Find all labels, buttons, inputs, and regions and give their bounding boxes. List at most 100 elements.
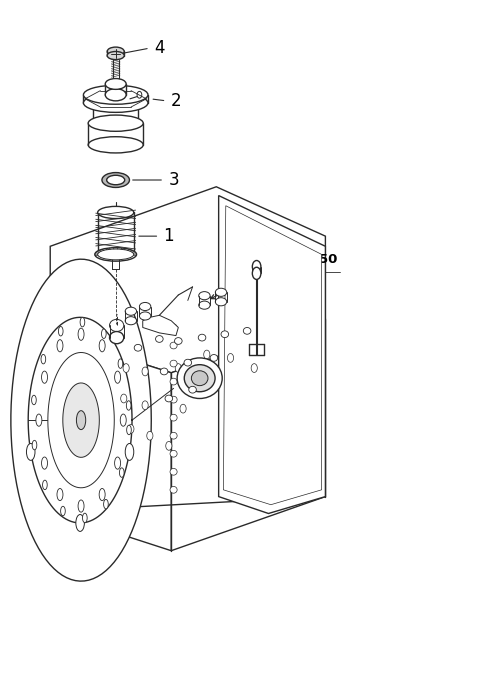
Ellipse shape xyxy=(60,506,65,516)
Ellipse shape xyxy=(97,249,134,260)
Ellipse shape xyxy=(88,136,143,153)
Ellipse shape xyxy=(101,329,106,338)
Ellipse shape xyxy=(170,360,177,367)
Ellipse shape xyxy=(139,302,151,310)
Ellipse shape xyxy=(107,175,125,185)
Ellipse shape xyxy=(170,469,177,475)
Ellipse shape xyxy=(120,468,124,477)
Ellipse shape xyxy=(42,371,48,383)
Ellipse shape xyxy=(105,78,126,89)
Ellipse shape xyxy=(199,292,210,299)
Ellipse shape xyxy=(170,324,177,331)
Ellipse shape xyxy=(170,342,177,349)
Ellipse shape xyxy=(216,288,227,297)
Ellipse shape xyxy=(189,386,196,393)
Ellipse shape xyxy=(88,115,143,132)
Ellipse shape xyxy=(210,355,218,361)
Ellipse shape xyxy=(180,404,186,413)
Ellipse shape xyxy=(95,248,137,261)
Ellipse shape xyxy=(156,336,163,342)
Text: 1: 1 xyxy=(163,227,174,245)
Ellipse shape xyxy=(102,173,130,188)
Polygon shape xyxy=(223,206,322,505)
Ellipse shape xyxy=(26,443,35,460)
Ellipse shape xyxy=(107,51,124,59)
Ellipse shape xyxy=(109,319,124,331)
Ellipse shape xyxy=(177,358,222,398)
Ellipse shape xyxy=(170,414,177,421)
Text: 3: 3 xyxy=(169,171,180,189)
Ellipse shape xyxy=(84,93,148,113)
Ellipse shape xyxy=(170,379,177,385)
Ellipse shape xyxy=(57,488,63,501)
Ellipse shape xyxy=(93,95,138,110)
Ellipse shape xyxy=(125,307,137,315)
Ellipse shape xyxy=(198,334,206,341)
Ellipse shape xyxy=(221,331,228,338)
Ellipse shape xyxy=(120,394,127,403)
Ellipse shape xyxy=(125,443,134,460)
Ellipse shape xyxy=(170,450,177,457)
Ellipse shape xyxy=(107,47,124,56)
Ellipse shape xyxy=(109,331,124,344)
Ellipse shape xyxy=(123,364,129,372)
Ellipse shape xyxy=(118,359,123,368)
Ellipse shape xyxy=(32,396,36,404)
Ellipse shape xyxy=(160,368,168,375)
Ellipse shape xyxy=(104,499,108,509)
Ellipse shape xyxy=(99,340,105,352)
Ellipse shape xyxy=(175,338,182,344)
Polygon shape xyxy=(171,318,325,550)
Ellipse shape xyxy=(142,401,148,410)
Ellipse shape xyxy=(57,340,63,352)
Ellipse shape xyxy=(170,486,177,493)
Ellipse shape xyxy=(128,424,134,433)
Ellipse shape xyxy=(78,328,84,340)
Polygon shape xyxy=(11,259,151,581)
Ellipse shape xyxy=(59,327,63,336)
Ellipse shape xyxy=(36,414,42,426)
Ellipse shape xyxy=(251,364,257,372)
Polygon shape xyxy=(143,315,179,336)
Ellipse shape xyxy=(243,327,251,334)
Ellipse shape xyxy=(170,396,177,403)
Ellipse shape xyxy=(252,261,261,273)
Ellipse shape xyxy=(137,91,142,98)
Text: 4: 4 xyxy=(155,39,165,57)
Ellipse shape xyxy=(165,395,173,402)
Ellipse shape xyxy=(216,298,227,306)
Ellipse shape xyxy=(120,414,126,426)
Ellipse shape xyxy=(115,371,120,383)
Ellipse shape xyxy=(166,441,172,450)
Ellipse shape xyxy=(99,488,105,501)
Ellipse shape xyxy=(199,301,210,309)
Ellipse shape xyxy=(175,364,181,372)
Ellipse shape xyxy=(252,267,261,280)
Ellipse shape xyxy=(125,316,137,325)
Ellipse shape xyxy=(78,500,84,512)
Ellipse shape xyxy=(134,344,142,351)
Polygon shape xyxy=(50,334,171,550)
Ellipse shape xyxy=(126,401,131,410)
Ellipse shape xyxy=(115,457,120,469)
Ellipse shape xyxy=(41,355,46,364)
Polygon shape xyxy=(63,383,99,458)
Ellipse shape xyxy=(142,367,148,376)
Text: 2: 2 xyxy=(171,92,182,110)
Ellipse shape xyxy=(80,317,85,327)
Polygon shape xyxy=(219,196,325,514)
Polygon shape xyxy=(48,353,114,488)
Ellipse shape xyxy=(32,441,37,450)
Ellipse shape xyxy=(147,431,153,440)
Ellipse shape xyxy=(127,425,132,434)
Ellipse shape xyxy=(184,365,215,391)
Ellipse shape xyxy=(139,312,151,320)
Ellipse shape xyxy=(83,513,87,522)
Ellipse shape xyxy=(170,432,177,439)
Text: REF.43-450: REF.43-450 xyxy=(255,253,338,267)
Ellipse shape xyxy=(105,89,126,101)
Polygon shape xyxy=(50,187,325,373)
Ellipse shape xyxy=(184,359,192,366)
Ellipse shape xyxy=(76,514,84,531)
Ellipse shape xyxy=(204,350,210,359)
